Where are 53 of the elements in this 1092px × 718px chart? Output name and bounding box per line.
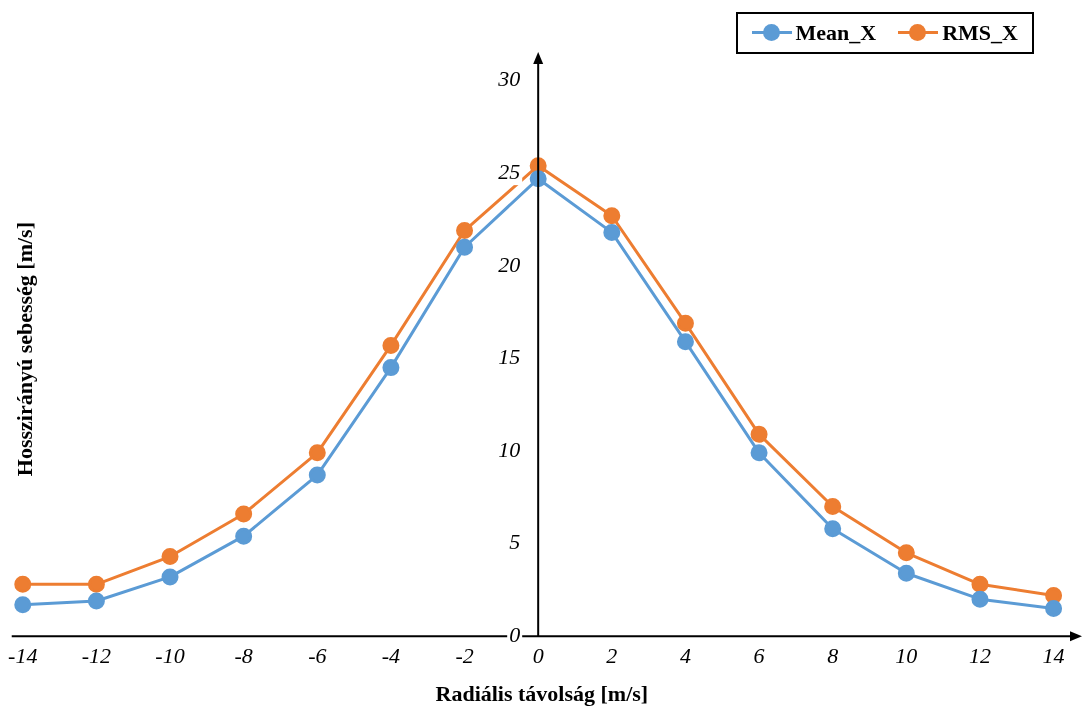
x-tick-label: 0 (532, 643, 544, 669)
point (382, 359, 400, 377)
point (676, 314, 694, 332)
legend-label: RMS_X (942, 20, 1018, 46)
x-tick-label: 14 (1042, 643, 1065, 669)
y-tick-label: 25 (498, 158, 521, 184)
x-tick-label: -8 (234, 643, 253, 669)
x-tick-label: -6 (308, 643, 327, 669)
y-tick-label: 30 (497, 66, 521, 92)
x-tick-label: -14 (8, 643, 38, 669)
point (824, 498, 842, 516)
point (971, 575, 989, 593)
point (14, 575, 32, 593)
point (14, 596, 32, 614)
point (235, 505, 253, 523)
point (676, 333, 694, 351)
x-tick-label: -10 (155, 643, 185, 669)
x-tick-label: 10 (895, 643, 918, 669)
y-axis-title: Hosszirányú sebesség [m/s] (11, 221, 37, 477)
x-tick-label: -4 (381, 643, 401, 669)
point (456, 238, 474, 256)
x-tick-label: 12 (968, 643, 991, 669)
point (897, 564, 915, 582)
x-tick-label: 6 (753, 643, 765, 669)
point (603, 223, 621, 241)
x-tick-label: 2 (606, 643, 618, 669)
y-tick-label: 20 (498, 251, 521, 277)
point (971, 590, 989, 608)
point (87, 592, 105, 610)
y-tick-label: 0 (509, 621, 521, 647)
point (824, 520, 842, 538)
point (750, 444, 768, 462)
point (161, 548, 179, 566)
point (603, 207, 621, 225)
y-tick-label: 5 (509, 529, 521, 555)
x-tick-label: -12 (81, 643, 112, 669)
x-axis-title: Radiális távolság [m/s] (435, 681, 649, 707)
y-tick-label: 15 (498, 344, 521, 370)
point (308, 466, 326, 484)
point (1045, 599, 1063, 617)
point (308, 444, 326, 462)
x-tick-label: 8 (827, 643, 839, 669)
x-tick-label: 4 (679, 643, 691, 669)
point (456, 222, 474, 240)
y-tick-label: 10 (498, 436, 521, 462)
x-tick-label: -2 (455, 643, 474, 669)
legend-label: Mean_X (795, 20, 877, 46)
point (897, 544, 915, 562)
point (161, 568, 179, 586)
point (235, 527, 253, 545)
point (750, 425, 768, 443)
point (87, 575, 105, 593)
point (382, 336, 400, 354)
